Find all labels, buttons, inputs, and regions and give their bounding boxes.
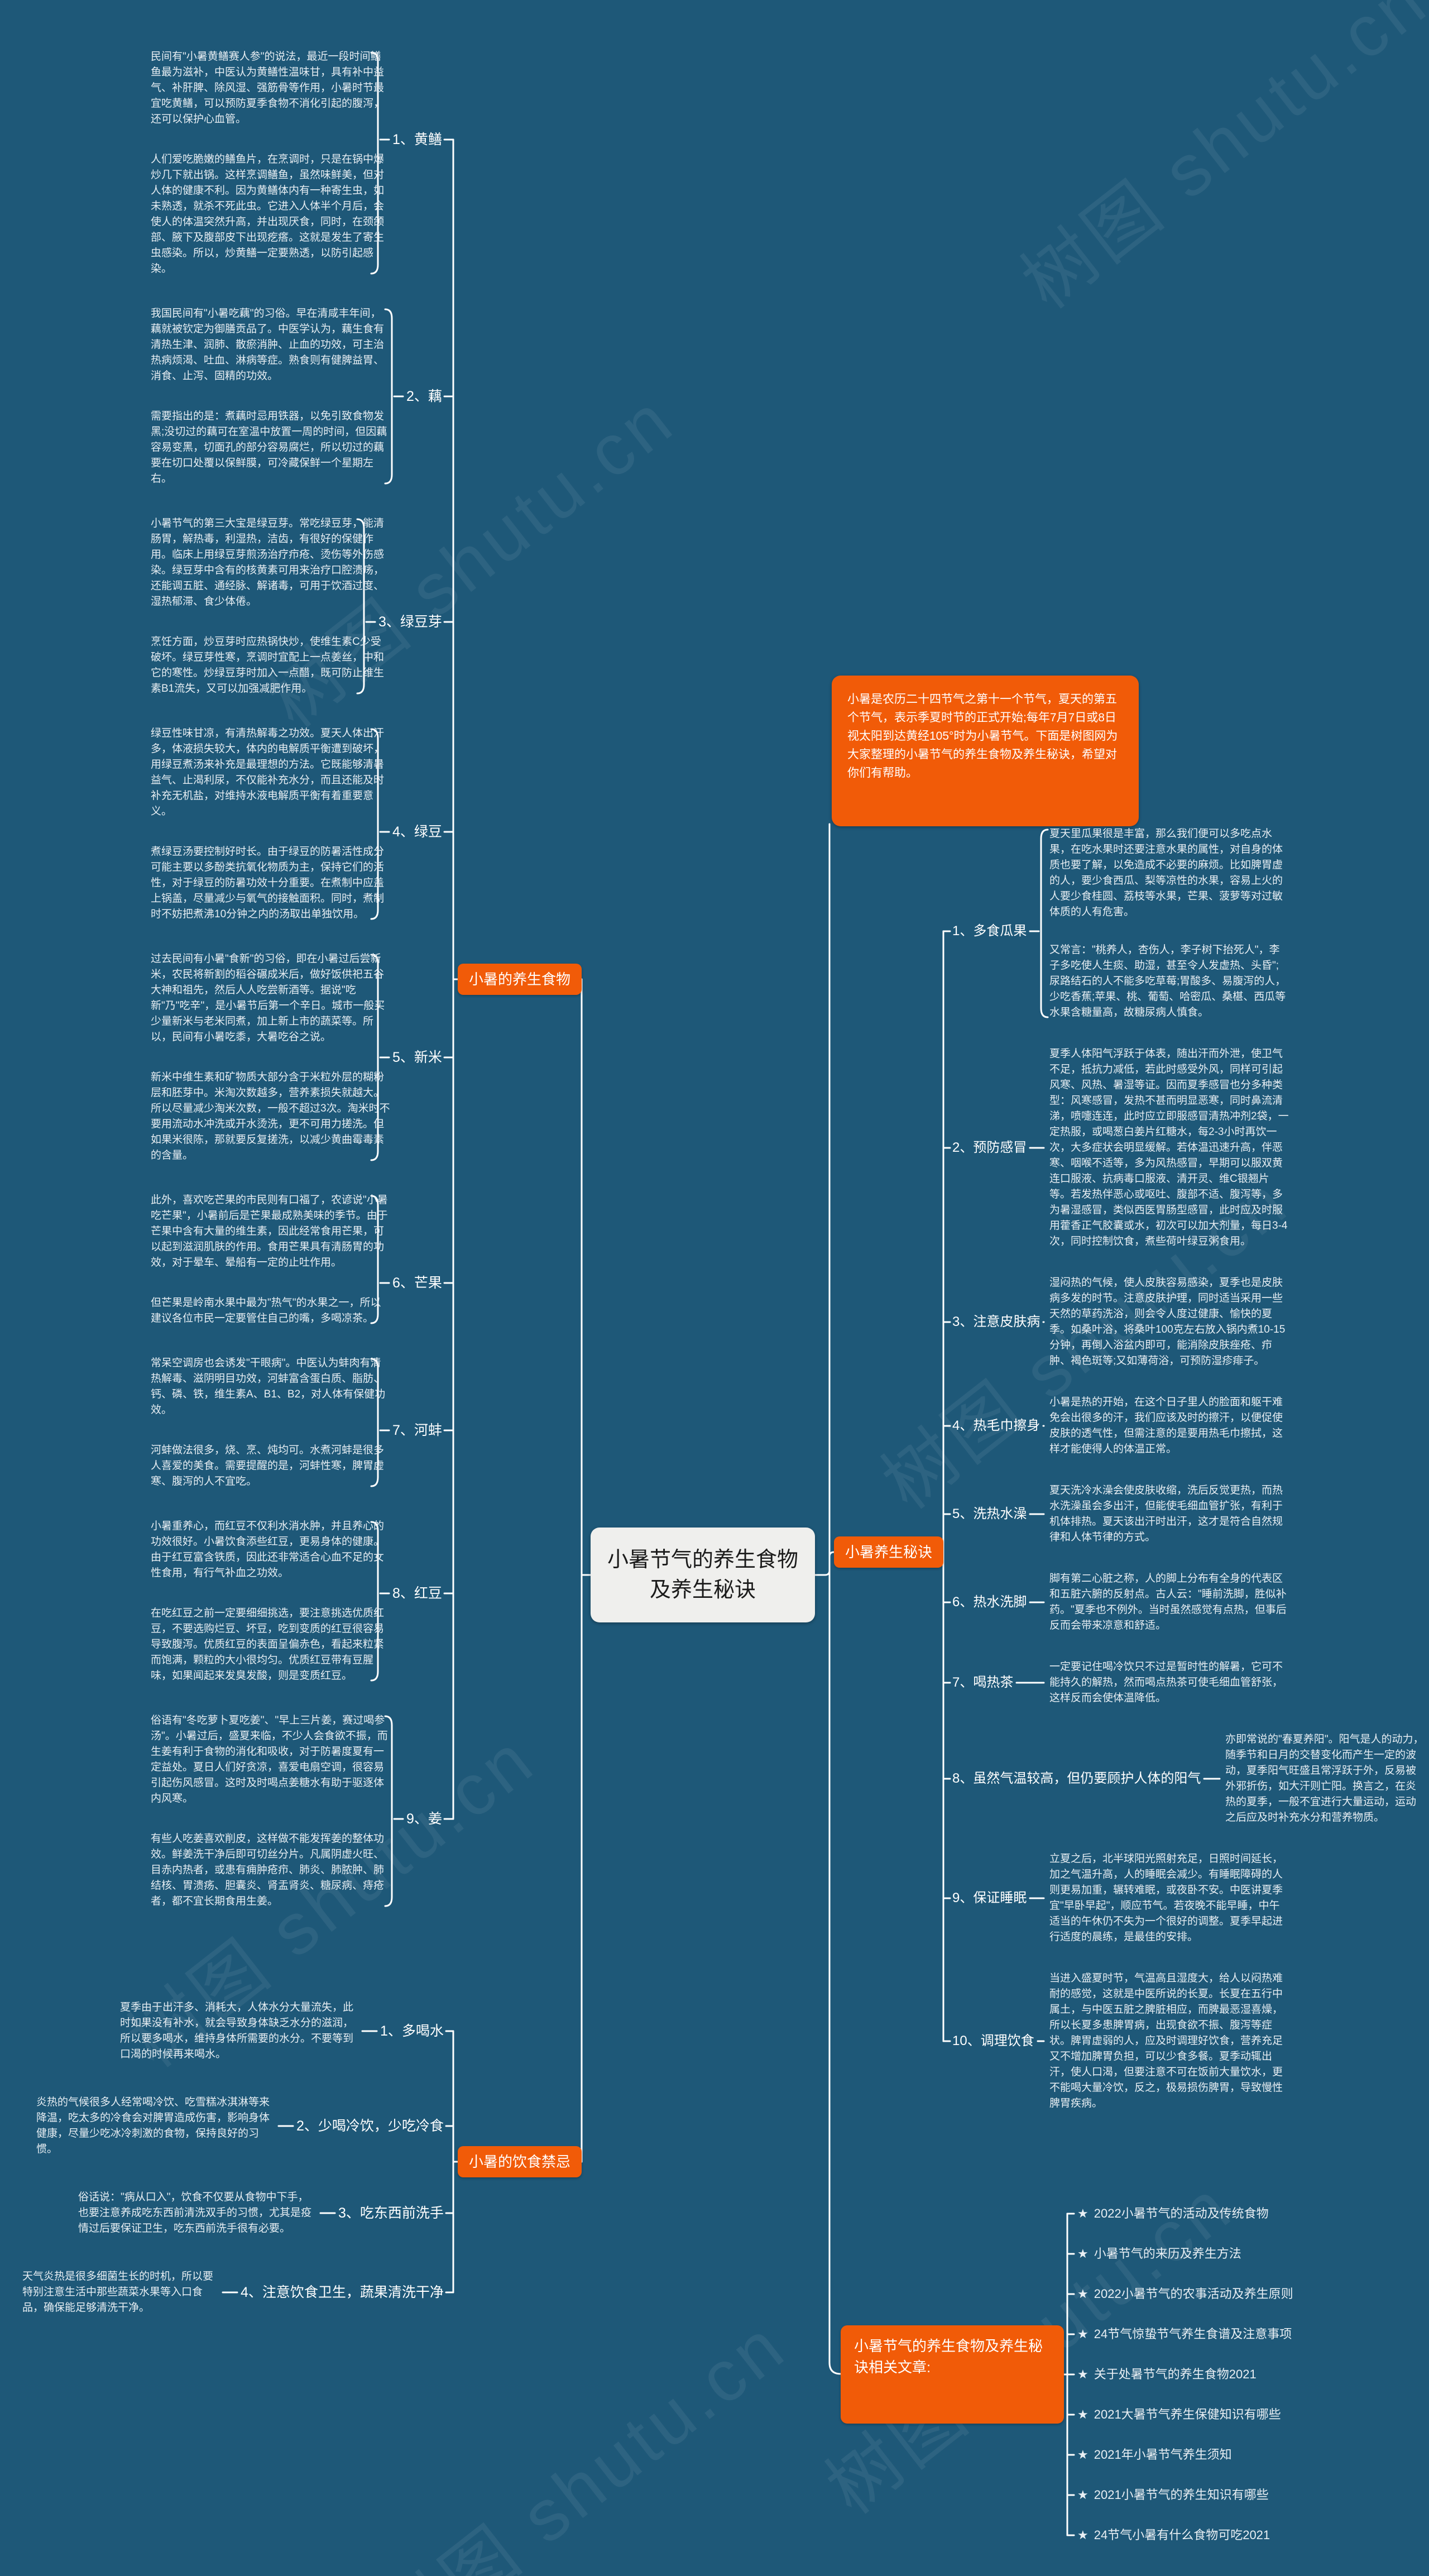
branch-label-foods[interactable]: 小暑的养生食物 <box>458 964 582 995</box>
food-note[interactable]: 小暑重养心，而红豆不仅利水消水肿，并且养心的功效很好。小暑饮食添些红豆，更易身体… <box>151 1520 385 1579</box>
tip-note[interactable]: 一定要记住喝冷饮只不过是暂时性的解暑，它可不能持久的解热，然而喝点热茶可使毛细血… <box>1049 1661 1283 1704</box>
taboo-item-label[interactable]: 4、注意饮食卫生，蔬果清洗干净 <box>241 2285 444 2300</box>
related-article-link[interactable]: ★ 2021小暑节气的养生知识有哪些 <box>1077 2487 1269 2503</box>
taboo-note[interactable]: 俗话说："病从口入"，饮食不仅要从食物中下手，也要注意养成吃东西前清洗双手的习惯… <box>78 2191 312 2234</box>
food-item-label[interactable]: 9、姜 <box>406 1811 442 1827</box>
tip-note[interactable]: 夏天里瓜果很是丰富，那么我们便可以多吃点水果，在吃水果时还要注意水果的属性，对自… <box>1049 828 1283 918</box>
article-title: 24节气小暑有什么食物可吃2021 <box>1094 2528 1270 2542</box>
tip-note[interactable]: 立夏之后，北半球阳光照射充足，日照时间延长，加之气温升高，人的睡眠会减少。有睡眠… <box>1049 1853 1283 1943</box>
food-item-label[interactable]: 7、河蚌 <box>392 1423 442 1438</box>
related-article-link[interactable]: ★ 2021大暑节气养生保健知识有哪些 <box>1077 2406 1281 2423</box>
food-item-label[interactable]: 8、红豆 <box>392 1586 442 1601</box>
food-item-label[interactable]: 2、藕 <box>406 389 442 404</box>
tip-note[interactable]: 湿闷热的气候，使人皮肤容易感染，夏季也是皮肤病多发的时节。注意皮肤护理，同时适当… <box>1049 1277 1286 1367</box>
taboo-item-label[interactable]: 1、多喝水 <box>380 2023 444 2039</box>
central-topic[interactable]: 小暑节气的养生食物及养生秘诀 <box>591 1528 815 1622</box>
food-note[interactable]: 绿豆性味甘凉，有清热解毒之功效。夏天人体出汗多，体液损失较大，体内的电解质平衡遭… <box>151 727 385 817</box>
food-note[interactable]: 我国民间有"小暑吃藕"的习俗。早在清咸丰年间，藕就被钦定为御膳贡品了。中医学认为… <box>151 308 385 382</box>
tip-note[interactable]: 小暑是热的开始，在这个日子里人的脸面和躯干难免会出很多的汗，我们应该及时的擦汗，… <box>1049 1396 1283 1455</box>
tip-item-label[interactable]: 2、预防感冒 <box>952 1140 1027 1155</box>
star-bullet-icon: ★ <box>1077 2528 1088 2542</box>
tip-item-label[interactable]: 4、热毛巾擦身 <box>952 1418 1040 1433</box>
food-item-label[interactable]: 6、芒果 <box>392 1275 442 1291</box>
food-item-label[interactable]: 3、绿豆芽 <box>378 614 442 630</box>
tip-item-label[interactable]: 9、保证睡眠 <box>952 1890 1027 1905</box>
article-title: 24节气惊蛰节气养生食谱及注意事项 <box>1094 2327 1292 2341</box>
article-title: 2021小暑节气的养生知识有哪些 <box>1094 2488 1269 2502</box>
taboo-note[interactable]: 炎热的气候很多人经常喝冷饮、吃雪糕冰淇淋等来降温，吃太多的冷食会对脾胃造成伤害，… <box>36 2096 270 2155</box>
tip-note[interactable]: 亦即常说的"春夏养阳"。阳气是人的动力，随季节和日月的交替变化而产生一定的波动，… <box>1225 1734 1424 1823</box>
taboo-item-label[interactable]: 2、少喝冷饮，少吃冷食 <box>296 2118 444 2134</box>
tip-item-label[interactable]: 10、调理饮食 <box>952 2033 1034 2048</box>
food-note[interactable]: 烹饪方面，炒豆芽时应热锅快炒，使维生素C少受破坏。绿豆芽性寒，烹调时宜配上一点姜… <box>151 636 385 695</box>
food-item-label[interactable]: 1、黄鳝 <box>392 132 442 147</box>
branch-label-taboos[interactable]: 小暑的饮食禁忌 <box>458 2146 582 2177</box>
related-article-link[interactable]: ★ 2022小暑节气的活动及传统食物 <box>1077 2205 1269 2222</box>
food-note[interactable]: 人们爱吃脆嫩的鳝鱼片，在烹调时，只是在锅中爆炒几下就出锅。这样烹调鳝鱼，虽然味鲜… <box>151 154 385 275</box>
tip-note[interactable]: 脚有第二心脏之称，人的脚上分布有全身的代表区和五脏六腑的反射点。古人云："睡前洗… <box>1049 1573 1287 1631</box>
taboo-note[interactable]: 夏季由于出汗多、消耗大，人体水分大量流失，此时如果没有补水，就会导致身体缺乏水分… <box>120 2002 354 2060</box>
food-note[interactable]: 煮绿豆汤要控制好时长。由于绿豆的防暑活性成分可能主要以多酚类抗氧化物质为主，保持… <box>151 846 385 920</box>
branch-label-tips[interactable]: 小暑养生秘诀 <box>834 1536 943 1568</box>
star-bullet-icon: ★ <box>1077 2488 1088 2502</box>
food-note[interactable]: 民间有"小暑黄鳝赛人参"的说法，最近一段时间鳝鱼最为滋补，中医认为黄鳝性温味甘，… <box>151 51 385 125</box>
taboo-item-label[interactable]: 3、吃东西前洗手 <box>338 2205 444 2221</box>
related-article-link[interactable]: ★ 小暑节气的来历及养生方法 <box>1077 2245 1241 2262</box>
star-bullet-icon: ★ <box>1077 2407 1088 2421</box>
article-title: 关于处暑节气的养生食物2021 <box>1094 2367 1257 2381</box>
taboo-note[interactable]: 天气炎热是很多细菌生长的时机，所以要特别注意生活中那些蔬菜水果等入口食品，确保能… <box>22 2271 214 2314</box>
tip-note[interactable]: 当进入盛夏时节，气温高且湿度大，给人以闷热难耐的感觉，这就是中医所说的长夏。长夏… <box>1049 1972 1283 2109</box>
food-note[interactable]: 但芒果是岭南水果中最为"热气"的水果之一，所以建议各位市民一定要管住自己的嘴，多… <box>151 1297 381 1324</box>
branch-label-related-articles[interactable]: 小暑节气的养生食物及养生秘诀相关文章: <box>841 2325 1064 2424</box>
star-bullet-icon: ★ <box>1077 2448 1088 2462</box>
tip-item-label[interactable]: 1、多食瓜果 <box>952 923 1027 939</box>
food-note[interactable]: 过去民间有小暑"食新"的习俗，即在小暑过后尝新米，农民将新割的稻谷碾成米后，做好… <box>151 953 385 1043</box>
food-note[interactable]: 俗语有"冬吃萝卜夏吃姜"、"早上三片姜，赛过喝参汤"。小暑过后，盛夏来临，不少人… <box>151 1715 388 1804</box>
related-article-link[interactable]: ★ 2022小暑节气的农事活动及养生原则 <box>1077 2286 1293 2302</box>
article-title: 小暑节气的来历及养生方法 <box>1094 2247 1241 2261</box>
star-bullet-icon: ★ <box>1077 2206 1088 2220</box>
related-article-link[interactable]: ★ 2021年小暑节气养生须知 <box>1077 2446 1232 2463</box>
food-note[interactable]: 新米中维生素和矿物质大部分含于米粒外层的糊粉层和胚芽中。米淘次数越多，营养素损失… <box>151 1071 390 1161</box>
intro-note[interactable]: 小暑是农历二十四节气之第十一个节气，夏天的第五个节气，表示季夏时节的正式开始;每… <box>832 676 1139 826</box>
tip-note[interactable]: 又常言："桃养人，杏伤人，李子树下抬死人"，李子多吃使人生痰、助湿，甚至令人发虚… <box>1049 944 1286 1018</box>
related-article-link[interactable]: ★ 24节气小暑有什么食物可吃2021 <box>1077 2527 1270 2544</box>
food-item-label[interactable]: 5、新米 <box>392 1050 442 1065</box>
related-article-link[interactable]: ★ 关于处暑节气的养生食物2021 <box>1077 2366 1257 2383</box>
food-item-label[interactable]: 4、绿豆 <box>392 824 442 840</box>
food-note[interactable]: 此外，喜欢吃芒果的市民则有口福了，农谚说"小暑吃芒果"，小暑前后是芒果最成熟美味… <box>151 1194 388 1268</box>
related-article-link[interactable]: ★ 24节气惊蛰节气养生食谱及注意事项 <box>1077 2326 1292 2343</box>
article-title: 2022小暑节气的活动及传统食物 <box>1094 2206 1269 2220</box>
tip-item-label[interactable]: 7、喝热茶 <box>952 1675 1014 1690</box>
star-bullet-icon: ★ <box>1077 2247 1088 2261</box>
tip-note[interactable]: 夏季人体阳气浮跃于体表，随出汗而外泄，使卫气不足，抵抗力减低，若此时感受外风，同… <box>1049 1048 1289 1247</box>
tip-item-label[interactable]: 5、洗热水澡 <box>952 1506 1027 1521</box>
star-bullet-icon: ★ <box>1077 2327 1088 2341</box>
food-note[interactable]: 河蚌做法很多，烧、烹、炖均可。水煮河蚌是很多人喜爱的美食。需要提醒的是，河蚌性寒… <box>151 1444 385 1487</box>
tip-note[interactable]: 夏天洗冷水澡会使皮肤收缩，洗后反觉更热，而热水洗澡虽会多出汗，但能使毛细血管扩张… <box>1049 1485 1283 1543</box>
food-note[interactable]: 需要指出的是：煮藕时忌用铁器，以免引致食物发黑;没切过的藕可在室温中放置一周的时… <box>151 410 387 485</box>
article-title: 2022小暑节气的农事活动及养生原则 <box>1094 2287 1293 2301</box>
food-note[interactable]: 常呆空调房也会诱发"干眼病"。中医认为蚌肉有清热解毒、滋阴明目功效，河蚌富含蛋白… <box>151 1357 386 1416</box>
star-bullet-icon: ★ <box>1077 2367 1088 2381</box>
food-note[interactable]: 有些人吃姜喜欢削皮，这样做不能发挥姜的整体功效。鲜姜洗干净后即可切丝分片。凡属阴… <box>151 1833 385 1907</box>
star-bullet-icon: ★ <box>1077 2287 1088 2301</box>
article-title: 2021大暑节气养生保健知识有哪些 <box>1094 2407 1281 2421</box>
tip-item-label[interactable]: 3、注意皮肤病 <box>952 1314 1040 1329</box>
tip-item-label[interactable]: 6、热水洗脚 <box>952 1595 1027 1610</box>
food-note[interactable]: 在吃红豆之前一定要细细挑选，要注意挑选优质红豆，不要选购烂豆、坏豆，吃到变质的红… <box>151 1607 385 1682</box>
article-title: 2021年小暑节气养生须知 <box>1094 2448 1232 2462</box>
tip-item-label[interactable]: 8、虽然气温较高，但仍要顾护人体的阳气 <box>952 1771 1201 1786</box>
food-note[interactable]: 小暑节气的第三大宝是绿豆芽。常吃绿豆芽，能清肠胃，解热毒，利湿热，洁齿，有很好的… <box>151 518 385 607</box>
